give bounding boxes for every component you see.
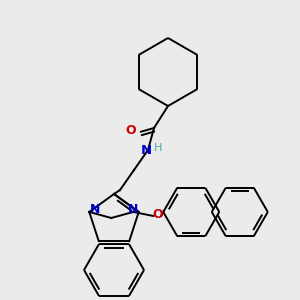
Text: N: N (90, 203, 101, 217)
Text: O: O (126, 124, 136, 137)
Text: H: H (154, 143, 162, 153)
Text: N: N (140, 143, 152, 157)
Text: O: O (152, 208, 163, 221)
Text: N: N (128, 203, 138, 217)
